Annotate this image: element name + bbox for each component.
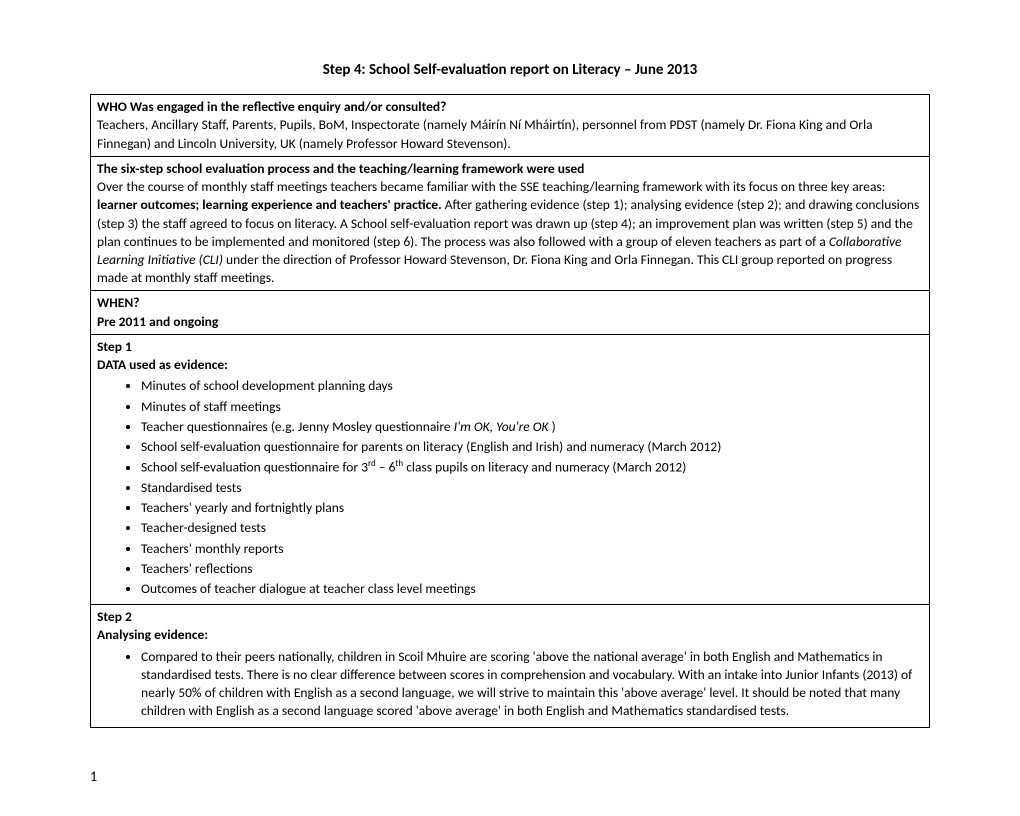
step1-sub: DATA used as evidence: [97,356,228,373]
cell-step1: Step 1 DATA used as evidence: Minutes of… [91,334,930,604]
list-item: School self-evaluation questionnaire for… [141,437,923,457]
step2-sub: Analysing evidence: [97,626,208,643]
who-body: Teachers, Ancillary Staff, Parents, Pupi… [97,116,873,151]
list-item: Teacher-designed tests [141,518,923,538]
step1-list: Minutes of school development planning d… [97,376,923,599]
process-body-pre: Over the course of monthly staff meeting… [97,178,885,195]
page-title: Step 4: School Self-evaluation report on… [90,60,930,80]
list-item: Teachers' reflections [141,559,923,579]
when-body: Pre 2011 and ongoing [97,313,218,330]
list-item: Outcomes of teacher dialogue at teacher … [141,579,923,599]
step2-heading: Step 2 [97,608,132,625]
cell-process: The six-step school evaluation process a… [91,156,930,291]
list-item: Teachers' yearly and fortnightly plans [141,498,923,518]
step1-heading: Step 1 [97,338,132,355]
when-heading: WHEN? [97,294,139,311]
list-item: Teacher questionnaires (e.g. Jenny Mosle… [141,417,923,437]
process-heading: The six-step school evaluation process a… [97,160,584,177]
list-item: Minutes of staff meetings [141,397,923,417]
list-item: Compared to their peers nationally, chil… [141,647,923,722]
process-body-bold: learner outcomes; learning experience an… [97,196,442,213]
list-item: Minutes of school development planning d… [141,376,923,396]
who-heading: WHO Was engaged in the reflective enquir… [97,98,446,115]
cell-when: WHEN? Pre 2011 and ongoing [91,291,930,334]
report-table: WHO Was engaged in the reflective enquir… [90,94,930,727]
cell-who: WHO Was engaged in the reflective enquir… [91,95,930,157]
list-item: Standardised tests [141,478,923,498]
page-number: 1 [90,768,930,787]
cell-step2: Step 2 Analysing evidence: Compared to t… [91,605,930,727]
step2-list: Compared to their peers nationally, chil… [97,647,923,722]
list-item: School self-evaluation questionnaire for… [141,457,923,478]
list-item: Teachers' monthly reports [141,539,923,559]
